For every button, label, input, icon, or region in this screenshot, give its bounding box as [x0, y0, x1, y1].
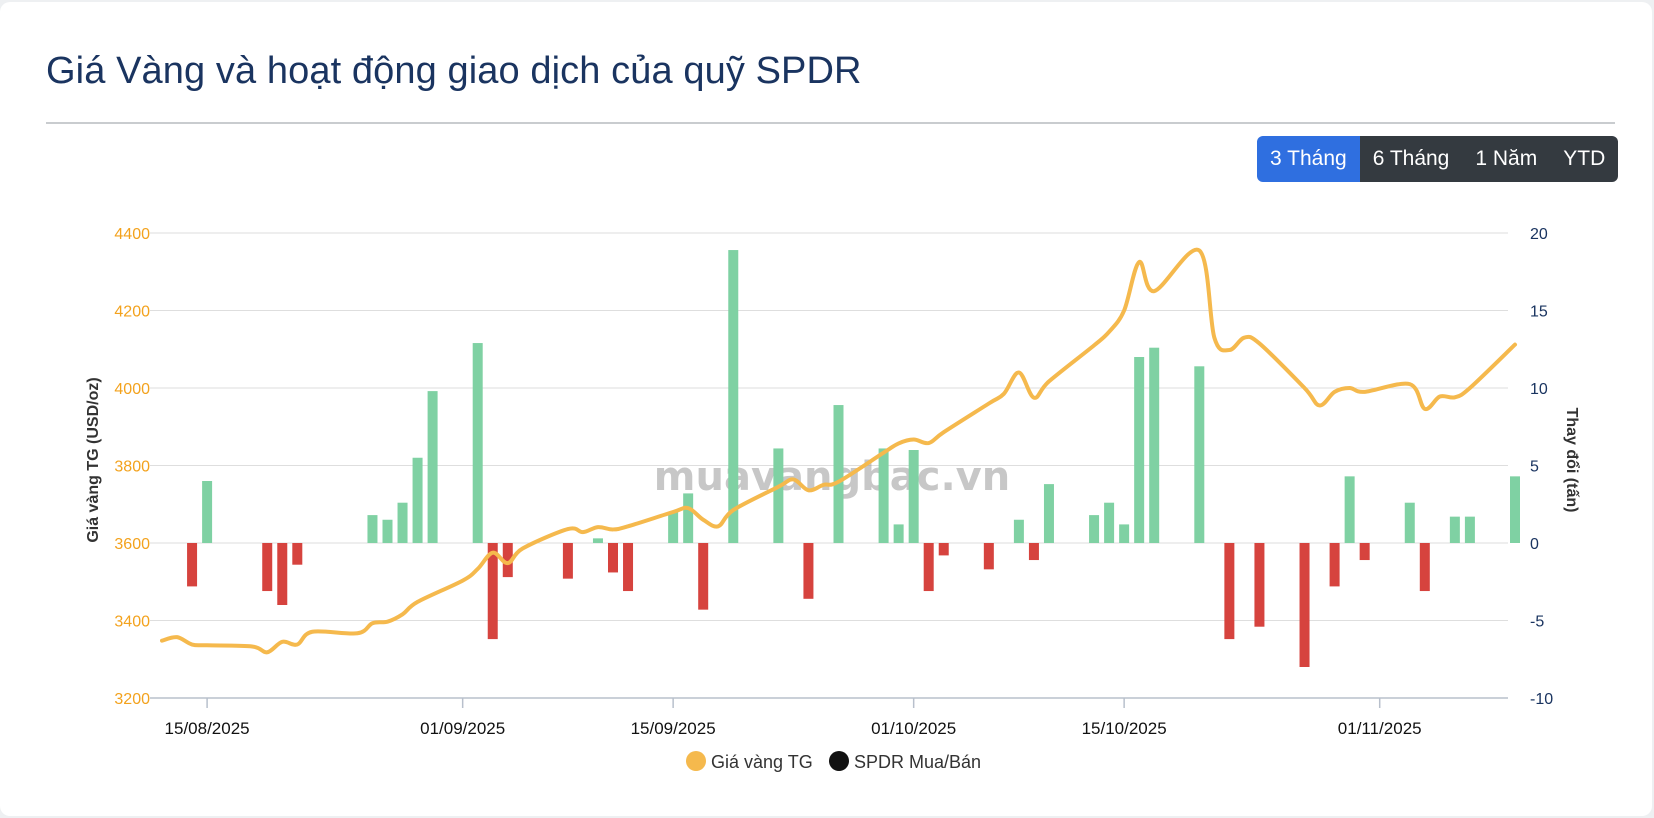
spdr-bar[interactable] [1404, 502, 1415, 543]
spdr-bar[interactable] [668, 512, 679, 543]
title-divider [46, 122, 1615, 124]
spdr-bar[interactable] [1224, 543, 1235, 640]
spdr-bar[interactable] [367, 515, 378, 543]
spdr-bar[interactable] [698, 543, 709, 610]
spdr-bar[interactable] [923, 543, 934, 592]
legend: Giá vàng TG SPDR Mua/Bán [686, 751, 981, 772]
x-tick-label: 01/11/2025 [1338, 719, 1422, 738]
spdr-bar[interactable] [1344, 476, 1355, 543]
spdr-bar[interactable] [1329, 543, 1340, 587]
spdr-bar[interactable] [382, 519, 393, 543]
spdr-bar[interactable] [728, 250, 739, 544]
x-tick-label: 15/09/2025 [631, 719, 716, 738]
range-selector: 3 Tháng 6 Tháng 1 Năm YTD [1257, 136, 1619, 182]
spdr-bar[interactable] [893, 524, 904, 543]
spdr-bar[interactable] [277, 543, 288, 605]
spdr-bar[interactable] [878, 448, 889, 543]
left-tick-label: 3400 [114, 614, 150, 631]
spdr-bar[interactable] [1464, 516, 1475, 543]
x-tick-label: 01/10/2025 [871, 719, 956, 738]
spdr-bar[interactable] [487, 543, 498, 640]
range-button-1-year[interactable]: 1 Năm [1462, 136, 1551, 182]
spdr-bar[interactable] [262, 543, 273, 592]
x-axis-ticks: 15/08/2025 01/09/2025 15/09/2025 01/10/2025… [165, 698, 1422, 738]
spdr-bar[interactable] [608, 543, 618, 573]
x-tick-label: 15/10/2025 [1082, 719, 1167, 738]
spdr-bar[interactable] [1510, 476, 1520, 543]
right-tick-label: -5 [1530, 614, 1544, 631]
spdr-bar[interactable] [938, 543, 949, 556]
spdr-bar[interactable] [187, 543, 198, 587]
gold-price-line-layer [160, 247, 1517, 655]
spdr-bar[interactable] [1254, 543, 1265, 627]
spdr-bar[interactable] [292, 543, 303, 565]
left-tick-label: 4400 [114, 226, 150, 243]
x-tick-label: 01/09/2025 [420, 719, 505, 738]
spdr-bar[interactable] [412, 457, 423, 543]
spdr-bar[interactable] [562, 543, 573, 579]
spdr-bar[interactable] [623, 543, 634, 592]
right-tick-label: 20 [1530, 226, 1548, 243]
spdr-bar[interactable] [1089, 515, 1100, 543]
gold-price-line[interactable] [160, 247, 1517, 655]
spdr-bar[interactable] [397, 502, 408, 543]
spdr-bar[interactable] [1419, 543, 1430, 592]
spdr-bar[interactable] [833, 405, 844, 543]
spdr-bar[interactable] [202, 481, 213, 543]
range-button-ytd[interactable]: YTD [1550, 136, 1619, 182]
spdr-bar[interactable] [983, 543, 994, 570]
spdr-bar[interactable] [1449, 516, 1460, 543]
spdr-bars [187, 250, 1520, 667]
spdr-bar[interactable] [592, 538, 603, 543]
spdr-bar[interactable] [1043, 484, 1054, 543]
left-tick-label: 4200 [114, 304, 150, 321]
left-tick-label: 4000 [114, 381, 150, 398]
range-button-3-months[interactable]: 3 Tháng [1257, 136, 1360, 182]
spdr-bar[interactable] [1299, 543, 1310, 667]
left-axis-ticks: 3200 3400 3600 3800 4000 4200 4400 [114, 226, 150, 708]
right-tick-label: 10 [1530, 381, 1548, 398]
spdr-bar[interactable] [683, 493, 694, 543]
legend-spdr-marker[interactable] [829, 751, 849, 771]
spdr-bar[interactable] [803, 543, 814, 599]
spdr-bar[interactable] [1134, 357, 1145, 543]
spdr-bar[interactable] [1359, 543, 1370, 561]
spdr-bar[interactable] [1119, 524, 1130, 543]
right-tick-label: -10 [1530, 691, 1553, 708]
right-axis-title: Thay đổi (tấn) [1563, 408, 1581, 513]
right-tick-label: 15 [1530, 304, 1548, 321]
spdr-bar[interactable] [502, 543, 513, 578]
spdr-bar[interactable] [1013, 519, 1024, 543]
spdr-bar[interactable] [427, 391, 438, 543]
watermark: muavangbac.vn [654, 454, 1010, 500]
range-button-6-months[interactable]: 6 Tháng [1359, 136, 1463, 182]
legend-gold-marker[interactable] [686, 751, 706, 771]
left-tick-label: 3800 [114, 459, 150, 476]
spdr-bar[interactable] [1194, 366, 1205, 543]
spdr-bar[interactable] [472, 343, 483, 543]
spdr-bar[interactable] [1149, 347, 1160, 543]
right-tick-label: 5 [1530, 459, 1539, 476]
right-tick-label: 0 [1530, 536, 1539, 553]
legend-gold-label[interactable]: Giá vàng TG [711, 752, 813, 772]
spdr-bar[interactable] [908, 450, 919, 543]
right-axis-ticks: -10 -5 0 5 10 15 20 [1530, 226, 1553, 708]
left-tick-label: 3600 [114, 536, 150, 553]
left-tick-label: 3200 [114, 691, 150, 708]
x-tick-label: 15/08/2025 [165, 719, 250, 738]
spdr-bar[interactable] [773, 448, 784, 543]
spdr-bar[interactable] [1028, 543, 1039, 561]
left-axis-title: Giá vàng TG (USD/oz) [85, 377, 102, 542]
legend-spdr-label[interactable]: SPDR Mua/Bán [854, 752, 981, 772]
page-title: Giá Vàng và hoạt động giao dịch của quỹ … [46, 50, 862, 92]
spdr-bar[interactable] [1104, 502, 1115, 543]
